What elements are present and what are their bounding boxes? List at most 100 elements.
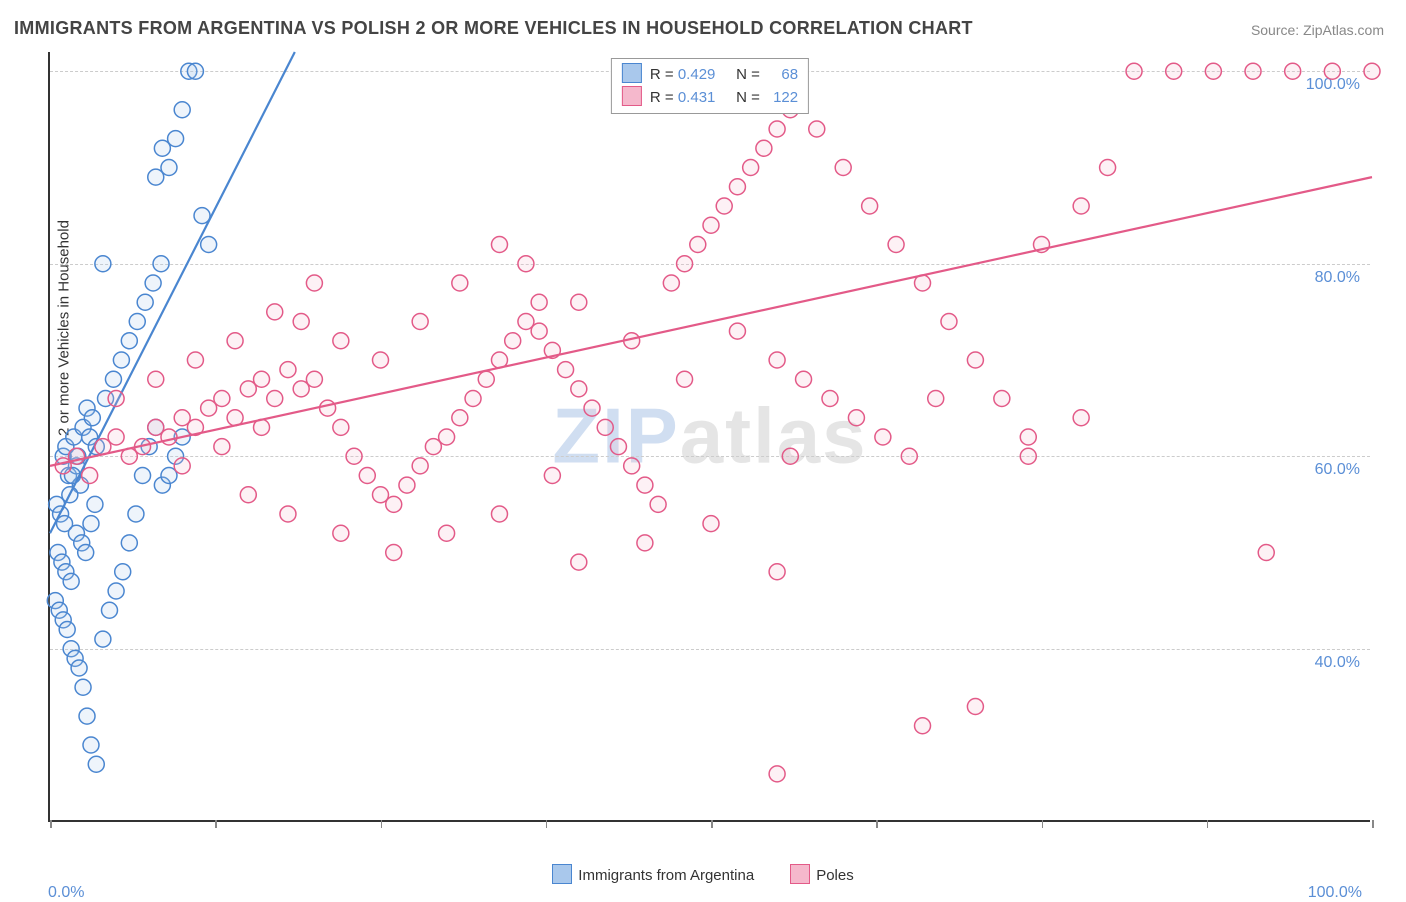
scatter-point-poles [320, 400, 336, 416]
scatter-point-poles [967, 699, 983, 715]
scatter-point-poles [82, 468, 98, 484]
legend-swatch [552, 864, 572, 884]
scatter-point-poles [624, 458, 640, 474]
scatter-point-poles [650, 496, 666, 512]
bottom-legend-label: Immigrants from Argentina [578, 867, 754, 884]
scatter-point-poles [346, 448, 362, 464]
scatter-point-poles [703, 217, 719, 233]
scatter-point-argentina [135, 468, 151, 484]
scatter-point-poles [571, 294, 587, 310]
scatter-point-poles [571, 381, 587, 397]
scatter-point-poles [267, 304, 283, 320]
scatter-point-argentina [108, 583, 124, 599]
scatter-point-poles [862, 198, 878, 214]
scatter-point-poles [610, 439, 626, 455]
scatter-point-argentina [153, 256, 169, 272]
scatter-point-poles [1324, 63, 1340, 79]
scatter-point-argentina [71, 660, 87, 676]
scatter-point-poles [333, 333, 349, 349]
scatter-point-poles [584, 400, 600, 416]
bottom-legend-label: Poles [816, 867, 854, 884]
scatter-point-poles [386, 545, 402, 561]
scatter-point-poles [373, 352, 389, 368]
legend-n-label: N = [728, 66, 764, 83]
scatter-point-poles [214, 391, 230, 407]
scatter-point-poles [677, 371, 693, 387]
scatter-point-poles [637, 477, 653, 493]
scatter-point-poles [306, 371, 322, 387]
scatter-point-poles [809, 121, 825, 137]
scatter-point-poles [306, 275, 322, 291]
scatter-point-poles [531, 323, 547, 339]
bottom-legend-item: Poles [790, 867, 854, 884]
scatter-point-poles [544, 468, 560, 484]
scatter-point-poles [399, 477, 415, 493]
scatter-point-argentina [59, 622, 75, 638]
legend-r-label: R = [650, 66, 678, 83]
scatter-point-poles [769, 352, 785, 368]
scatter-point-argentina [121, 333, 137, 349]
x-axis-max-label: 100.0% [1308, 884, 1362, 902]
stat-legend: R = 0.429 N = 68R = 0.431 N = 122 [611, 58, 809, 114]
scatter-point-poles [756, 140, 772, 156]
scatter-point-poles [822, 391, 838, 407]
scatter-point-argentina [148, 169, 164, 185]
scatter-point-argentina [201, 237, 217, 253]
scatter-point-poles [280, 362, 296, 378]
x-tick [50, 820, 52, 828]
x-tick [381, 820, 383, 828]
scatter-point-poles [1258, 545, 1274, 561]
legend-n-value: 122 [764, 87, 798, 109]
scatter-point-poles [967, 352, 983, 368]
scatter-point-argentina [79, 708, 95, 724]
scatter-point-poles [1100, 160, 1116, 176]
scatter-point-poles [994, 391, 1010, 407]
scatter-point-argentina [137, 294, 153, 310]
scatter-point-poles [703, 516, 719, 532]
scatter-point-poles [478, 371, 494, 387]
scatter-point-poles [386, 496, 402, 512]
legend-r-value: 0.429 [678, 64, 728, 86]
scatter-point-poles [901, 448, 917, 464]
scatter-point-poles [677, 256, 693, 272]
chart-title: IMMIGRANTS FROM ARGENTINA VS POLISH 2 OR… [14, 18, 973, 39]
scatter-point-poles [1073, 410, 1089, 426]
scatter-point-argentina [187, 63, 203, 79]
scatter-point-argentina [115, 564, 131, 580]
legend-swatch [622, 86, 642, 106]
scatter-point-poles [848, 410, 864, 426]
scatter-point-poles [452, 410, 468, 426]
scatter-point-argentina [174, 102, 190, 118]
scatter-point-argentina [121, 535, 137, 551]
legend-swatch [622, 63, 642, 83]
x-tick [1207, 820, 1209, 828]
scatter-point-poles [227, 333, 243, 349]
stat-legend-row: R = 0.431 N = 122 [622, 86, 798, 109]
scatter-point-poles [439, 429, 455, 445]
x-tick [1042, 820, 1044, 828]
scatter-point-poles [941, 314, 957, 330]
legend-r-value: 0.431 [678, 87, 728, 109]
scatter-point-poles [558, 362, 574, 378]
scatter-point-poles [161, 429, 177, 445]
x-tick [1372, 820, 1374, 828]
scatter-point-poles [1166, 63, 1182, 79]
scatter-point-poles [743, 160, 759, 176]
scatter-point-poles [518, 256, 534, 272]
scatter-point-poles [254, 371, 270, 387]
scatter-point-argentina [145, 275, 161, 291]
scatter-point-poles [915, 718, 931, 734]
scatter-point-poles [439, 525, 455, 541]
scatter-point-poles [280, 506, 296, 522]
x-axis-min-label: 0.0% [48, 884, 84, 902]
scatter-point-poles [465, 391, 481, 407]
scatter-point-argentina [101, 602, 117, 618]
scatter-point-argentina [75, 679, 91, 695]
scatter-point-poles [531, 294, 547, 310]
scatter-point-poles [174, 458, 190, 474]
scatter-point-poles [571, 554, 587, 570]
scatter-point-poles [491, 506, 507, 522]
x-tick [711, 820, 713, 828]
scatter-point-poles [452, 275, 468, 291]
scatter-point-poles [293, 314, 309, 330]
